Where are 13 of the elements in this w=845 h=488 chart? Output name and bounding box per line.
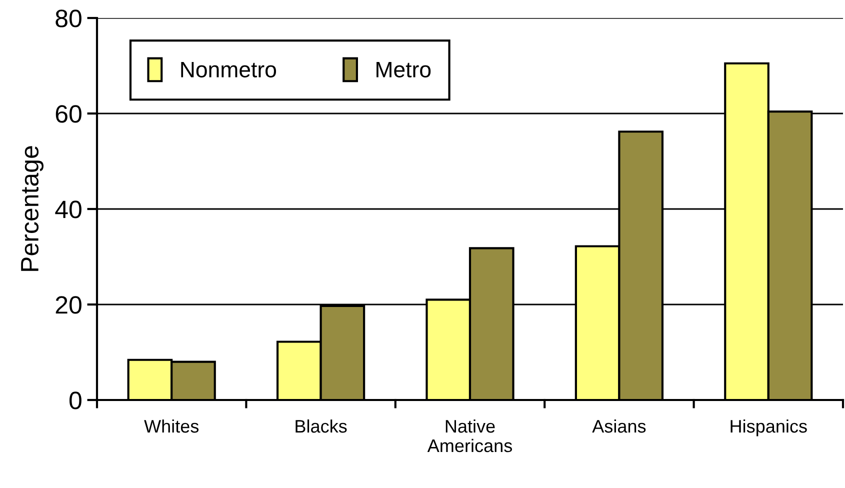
legend-label: Metro [376,62,431,78]
y-tick-label: 60 [56,105,82,123]
y-tick-label: 80 [56,10,82,28]
y-tick-label: 0 [69,392,82,410]
legend-label: Nonmetro [181,62,276,78]
y-axis-title: Percentage [21,146,44,271]
y-tick-label: 20 [56,296,82,314]
x-tick-label: Hispanics [730,419,807,436]
x-tick-label: Whites [144,419,199,433]
x-tick-label: Asians [592,419,646,433]
y-tick-label: 40 [55,200,82,218]
x-tick-label: Blacks [296,419,347,433]
x-tick-label: Native Americans [427,419,512,452]
